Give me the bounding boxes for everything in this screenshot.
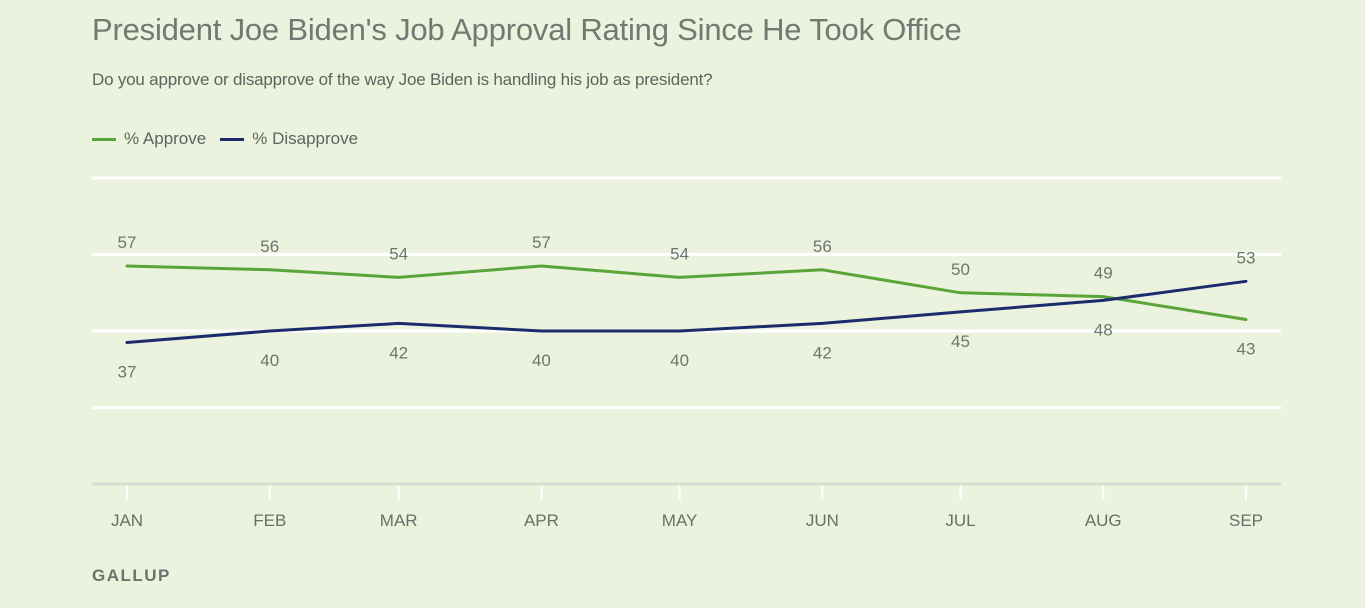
series-line-approve — [125, 264, 1248, 321]
data-label-disapprove-aug: 48 — [1094, 320, 1113, 339]
data-label-disapprove-sep: 53 — [1237, 248, 1256, 267]
legend-item-approve: % Approve — [92, 129, 206, 149]
legend-swatch-approve — [92, 137, 116, 141]
series-lines — [125, 264, 1248, 344]
legend: % Approve % Disapprove — [92, 129, 372, 149]
x-tick-label-apr: APR — [524, 511, 559, 530]
data-label-disapprove-mar: 42 — [389, 343, 408, 362]
x-tick-label-jun: JUN — [806, 511, 839, 530]
data-label-approve-jun: 56 — [813, 237, 832, 256]
x-tick-label-sep: SEP — [1229, 511, 1263, 530]
data-labels: 57 56 54 57 54 56 50 49 43 37 40 42 40 40 42 45 48 53 — [118, 233, 1256, 382]
gridlines — [92, 176, 1281, 409]
x-tick-label-jan: JAN — [111, 511, 143, 530]
data-label-disapprove-may: 40 — [670, 351, 689, 370]
data-label-approve-aug: 49 — [1094, 264, 1113, 283]
data-label-disapprove-jan: 37 — [118, 362, 137, 381]
data-label-approve-may: 54 — [670, 244, 689, 263]
x-tick-label-aug: AUG — [1085, 511, 1122, 530]
data-label-approve-jan: 57 — [118, 233, 137, 252]
data-label-disapprove-apr: 40 — [532, 351, 551, 370]
data-label-disapprove-jul: 45 — [951, 332, 970, 351]
data-label-disapprove-jun: 42 — [813, 343, 832, 362]
legend-label-disapprove: % Disapprove — [252, 129, 359, 148]
series-line-disapprove — [125, 279, 1248, 344]
x-tick-label-feb: FEB — [253, 511, 286, 530]
data-label-approve-jul: 50 — [951, 260, 970, 279]
x-tick-label-mar: MAR — [380, 511, 418, 530]
x-tick-label-jul: JUL — [945, 511, 975, 530]
x-axis: JAN FEB MAR APR MAY JUN JUL AUG SEP — [92, 482, 1281, 530]
data-label-approve-apr: 57 — [532, 233, 551, 252]
legend-item-disapprove: % Disapprove — [220, 129, 358, 149]
data-label-approve-feb: 56 — [260, 237, 279, 256]
legend-label-approve: % Approve — [124, 129, 207, 148]
source-label: GALLUP — [92, 566, 171, 585]
legend-swatch-disapprove — [220, 137, 245, 141]
chart-title: President Joe Biden's Job Approval Ratin… — [92, 12, 962, 47]
data-label-approve-mar: 54 — [389, 244, 408, 263]
chart-subtitle: Do you approve or disapprove of the way … — [92, 70, 713, 89]
x-tick-label-may: MAY — [662, 511, 698, 530]
data-label-disapprove-feb: 40 — [260, 351, 279, 370]
data-label-approve-sep: 43 — [1237, 340, 1256, 359]
